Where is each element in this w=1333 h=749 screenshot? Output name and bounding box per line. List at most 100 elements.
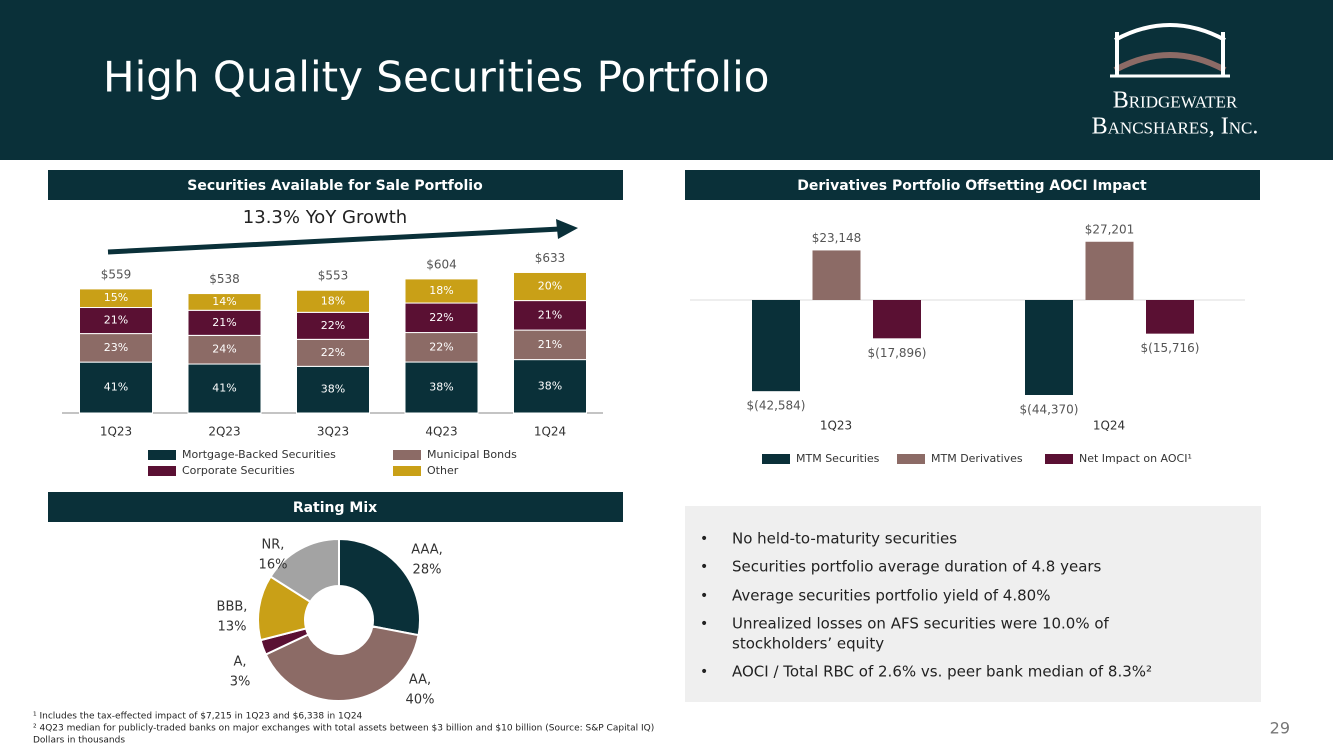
bullet-text: Securities portfolio average duration of… <box>732 558 1102 576</box>
data-label: 15% <box>104 291 128 304</box>
bullet-dot: • <box>700 559 708 575</box>
bar <box>812 250 861 300</box>
slice-value: 28% <box>413 563 442 578</box>
bar-segment <box>404 278 479 304</box>
section-header <box>685 170 1260 200</box>
bar-segment <box>296 289 370 313</box>
data-label: 41% <box>104 381 128 394</box>
slice-value: 3% <box>230 675 251 690</box>
bullet-dot: • <box>700 664 708 680</box>
bar-segment <box>187 363 262 414</box>
data-label: 22% <box>321 319 345 332</box>
bullet-dot: • <box>700 616 708 632</box>
legend-swatch <box>393 466 421 476</box>
bullet-text: No held-to-maturity securities <box>732 530 957 548</box>
legend-label: Corporate Securities <box>182 464 295 477</box>
bar-segment <box>404 302 479 334</box>
slice-label: NR, <box>262 538 285 553</box>
data-label: 22% <box>429 340 453 353</box>
bullet-dot: • <box>700 588 708 604</box>
bar-segment <box>404 361 479 414</box>
logo-text: Bancshares, Inc. <box>1092 114 1259 140</box>
page-number: 29 <box>1270 719 1290 738</box>
donut-slice <box>264 625 420 702</box>
bullet-dot: • <box>700 531 708 547</box>
bullet-text: AOCI / Total RBC of 2.6% vs. peer bank m… <box>732 663 1152 681</box>
slice-label: A, <box>233 655 246 670</box>
total-label: $538 <box>209 272 240 286</box>
data-label: 21% <box>104 314 128 327</box>
bar-segment <box>79 307 153 335</box>
bar-segment <box>513 359 587 414</box>
x-tick-label: 1Q23 <box>820 419 852 433</box>
data-label: 14% <box>212 295 236 308</box>
data-label: 38% <box>538 379 562 392</box>
slice-label: AAA, <box>411 543 443 558</box>
slice-value: 40% <box>406 693 435 708</box>
logo <box>1110 23 1230 78</box>
legend-label: Mortgage-Backed Securities <box>182 448 336 461</box>
legend-swatch <box>393 450 421 460</box>
bar <box>752 300 800 392</box>
footnote: ¹ Includes the tax-effected impact of $7… <box>33 712 363 722</box>
arrow-head <box>556 219 578 239</box>
bar-segment <box>296 365 370 414</box>
legend-swatch <box>148 450 176 460</box>
x-tick-label: 4Q23 <box>425 425 457 439</box>
data-label: 21% <box>212 316 236 329</box>
x-tick-label: 1Q23 <box>100 425 132 439</box>
data-label: 21% <box>538 308 562 321</box>
logo-text: Bridgewater <box>1113 88 1238 114</box>
footnote: ² 4Q23 median for publicly-traded banks … <box>33 724 654 734</box>
bar-segment <box>513 271 587 302</box>
header-band <box>0 0 1333 160</box>
data-label: $(17,896) <box>868 346 927 360</box>
data-label: 18% <box>321 294 345 307</box>
donut-slice <box>269 537 340 604</box>
data-label: 41% <box>212 382 236 395</box>
slice-value: 13% <box>218 620 247 635</box>
bullet-text: Average securities portfolio yield of 4.… <box>732 587 1050 605</box>
x-tick-label: 3Q23 <box>317 425 349 439</box>
legend-swatch <box>148 466 176 476</box>
data-label: $(44,370) <box>1020 403 1079 417</box>
legend-swatch <box>762 454 790 464</box>
bullet-text: stockholders’ equity <box>732 635 884 653</box>
x-tick-label: 2Q23 <box>208 425 240 439</box>
x-tick-label: 1Q24 <box>1093 419 1125 433</box>
donut-slice <box>338 537 421 637</box>
legend-label: MTM Derivatives <box>931 452 1023 465</box>
data-label: $(15,716) <box>1141 341 1200 355</box>
bar <box>1146 300 1194 334</box>
x-tick-label: 1Q24 <box>534 425 566 439</box>
total-label: $553 <box>318 269 349 283</box>
slice-label: AA, <box>409 673 431 688</box>
bar <box>1025 300 1073 395</box>
bar-segment <box>296 311 370 340</box>
data-label: 21% <box>538 338 562 351</box>
section-header <box>48 492 623 522</box>
bar-segment <box>79 288 153 309</box>
data-label: 20% <box>538 280 562 293</box>
data-label: 22% <box>429 311 453 324</box>
growth-arrow <box>107 226 561 255</box>
chart-title: Rating Mix <box>293 500 377 516</box>
bar-segment <box>187 293 262 311</box>
data-label: $27,201 <box>1085 222 1135 236</box>
total-label: $559 <box>101 267 132 281</box>
slice-label: BBB, <box>217 600 248 615</box>
footnote: Dollars in thousands <box>33 736 125 746</box>
legend-label: MTM Securities <box>796 452 880 465</box>
data-label: 23% <box>104 341 128 354</box>
slice-value: 16% <box>259 558 288 573</box>
bar <box>873 300 921 339</box>
data-label: 38% <box>321 383 345 396</box>
bar-segment <box>79 361 153 414</box>
slide-title: High Quality Securities Portfolio <box>103 53 769 102</box>
data-label: 22% <box>321 346 345 359</box>
section-header <box>48 170 623 200</box>
annotation: 13.3% YoY Growth <box>243 207 407 228</box>
data-label: 24% <box>212 343 236 356</box>
legend-swatch <box>1045 454 1073 464</box>
legend-swatch <box>897 454 925 464</box>
